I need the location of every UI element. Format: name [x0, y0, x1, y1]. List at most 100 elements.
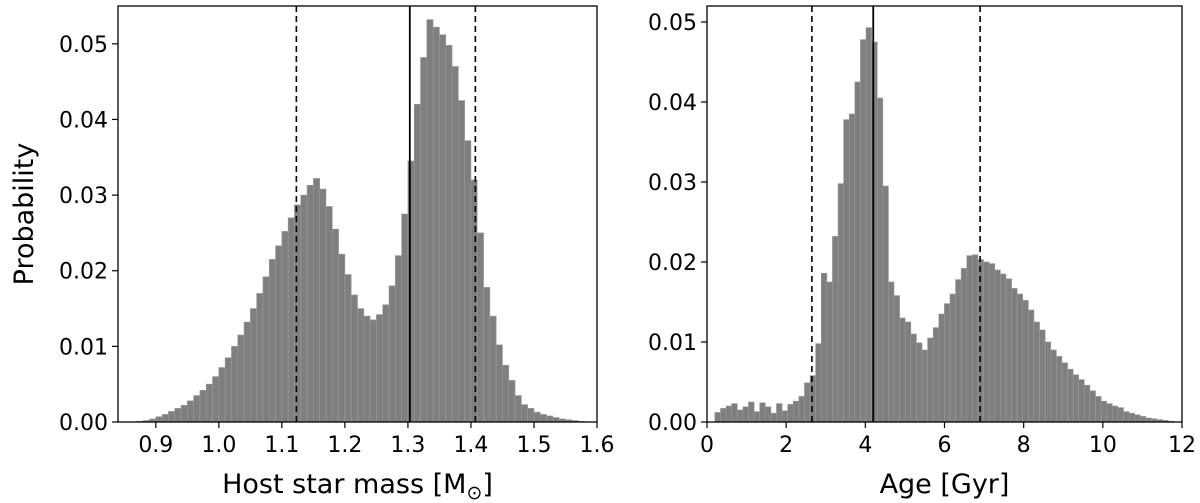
age-bar [1039, 329, 1046, 423]
age-y-tick-label: 0.05 [648, 11, 697, 36]
mass-bar [521, 404, 528, 423]
age-bar [759, 402, 766, 423]
age-bar [832, 236, 839, 423]
mass-bar [407, 160, 415, 423]
mass-bar [193, 395, 201, 423]
age-bar [983, 261, 990, 423]
mass-bar [382, 304, 390, 423]
age-histogram-bars [714, 27, 1175, 423]
age-y-tick-label: 0.04 [648, 91, 697, 116]
mass-bar [376, 314, 384, 423]
mass-bar [395, 255, 402, 423]
age-bar [1084, 384, 1091, 423]
age-bar [720, 408, 727, 423]
age-bar [837, 183, 844, 423]
age-bar [1139, 416, 1147, 423]
age-bar [1128, 412, 1135, 423]
age-bar [1106, 403, 1113, 423]
age-bar [1095, 396, 1102, 423]
age-x-tick-label: 4 [858, 433, 872, 458]
age-bar [764, 406, 772, 423]
age-bar [1022, 300, 1029, 423]
age-bar [1100, 400, 1108, 423]
age-x-tick-label: 10 [1089, 433, 1117, 458]
mass-bar [369, 319, 377, 423]
age-bar [1044, 341, 1052, 423]
age-bar [960, 268, 968, 423]
age-bar [1072, 374, 1080, 423]
mass-bar [287, 217, 295, 423]
mass-y-tick-label: 0.01 [59, 335, 108, 360]
age-bar [1112, 405, 1119, 423]
age-bar [927, 337, 934, 423]
age-bar [809, 375, 816, 423]
mass-bar [306, 184, 314, 423]
y-axis-label: Probability [9, 143, 40, 286]
age-bar [753, 411, 760, 423]
age-bar [949, 293, 956, 423]
mass-bar [338, 253, 346, 423]
age-x-tick-label: 0 [700, 433, 714, 458]
mass-bar [180, 405, 188, 423]
age-bar [921, 349, 928, 423]
mass-bar [205, 383, 213, 423]
mass-x-tick-label: 1.1 [264, 433, 299, 458]
mass-bar [527, 408, 535, 423]
mass-bar [445, 45, 453, 423]
mass-histogram-bars [136, 19, 585, 423]
age-bar [1033, 321, 1040, 423]
mass-y-ticks: 0.00 0.01 0.02 0.03 0.04 0.05 [59, 33, 118, 436]
age-bar [714, 412, 721, 423]
age-bar [865, 27, 872, 423]
age-bar [1050, 349, 1057, 423]
mass-bar [199, 389, 207, 423]
mass-x-tick-label: 1.2 [327, 433, 362, 458]
age-bar [798, 396, 805, 423]
mass-y-tick-label: 0.05 [59, 33, 108, 58]
age-bar [972, 254, 979, 423]
age-bar [1089, 390, 1096, 423]
age-bar [1061, 362, 1068, 423]
mass-y-tick-label: 0.04 [59, 108, 108, 133]
mass-bar [268, 259, 276, 423]
mass-bar [218, 367, 226, 423]
mass-bar [413, 104, 421, 423]
mass-bar [483, 287, 491, 423]
mass-bar [344, 274, 352, 423]
mass-bar [319, 188, 327, 423]
mass-bar [331, 228, 339, 423]
mass-y-tick-label: 0.03 [59, 184, 108, 209]
age-bar [860, 39, 867, 423]
mass-bar [243, 321, 251, 423]
age-bar [792, 400, 800, 423]
age-bar [932, 327, 940, 423]
mass-x-tick-label: 1.4 [453, 433, 488, 458]
mass-bar [262, 276, 270, 423]
age-bar [1016, 293, 1024, 423]
mass-bar [546, 415, 554, 423]
age-bar [882, 185, 889, 423]
age-bar [1078, 379, 1085, 423]
mass-bar [281, 231, 289, 423]
mass-bar [256, 293, 264, 423]
mass-x-tick-label: 0.9 [138, 433, 173, 458]
age-y-ticks: 0.00 0.01 0.02 0.03 0.04 0.05 [648, 11, 707, 436]
age-bar [916, 342, 923, 423]
mass-bar [470, 179, 478, 423]
mass-axes-frame [117, 5, 598, 423]
mass-bar [439, 34, 447, 423]
age-bar [748, 401, 755, 423]
age-x-ticks: 0 2 4 6 8 10 12 [700, 422, 1196, 458]
age-bar [731, 403, 738, 423]
mass-bar [401, 213, 409, 423]
age-bar [826, 281, 833, 423]
age-bar [1011, 288, 1018, 423]
mass-y-tick-label: 0.02 [59, 260, 108, 285]
age-bar [1123, 411, 1130, 423]
mass-bar [363, 315, 371, 423]
age-bar [893, 295, 900, 423]
mass-bar [489, 315, 497, 423]
age-reference-lines [811, 6, 981, 422]
mass-bar [212, 376, 220, 423]
age-bar [843, 119, 850, 423]
